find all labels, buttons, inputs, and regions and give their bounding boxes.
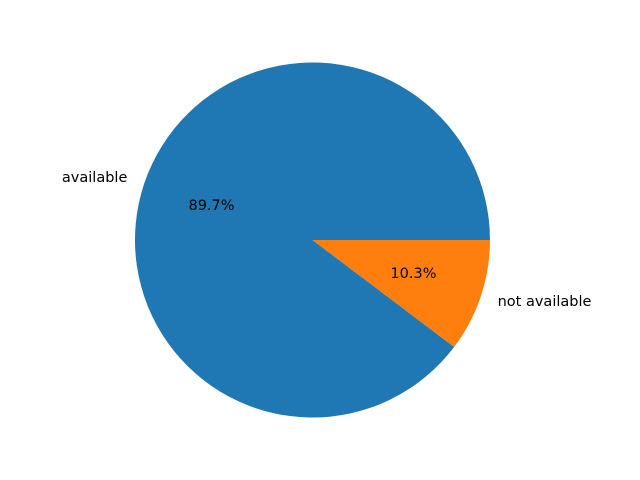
slice-percent-label: 10.3% [390,266,436,282]
pie-wedge-available [135,62,491,418]
slice-percent-label: 89.7% [188,198,234,214]
pie-wedge-not-available [312,240,490,348]
pie-labels: available 89.7% not available 10.3% [62,170,592,310]
slice-label: available [62,170,128,186]
slice-label: not available [498,294,592,310]
pie-wedges [135,62,491,418]
